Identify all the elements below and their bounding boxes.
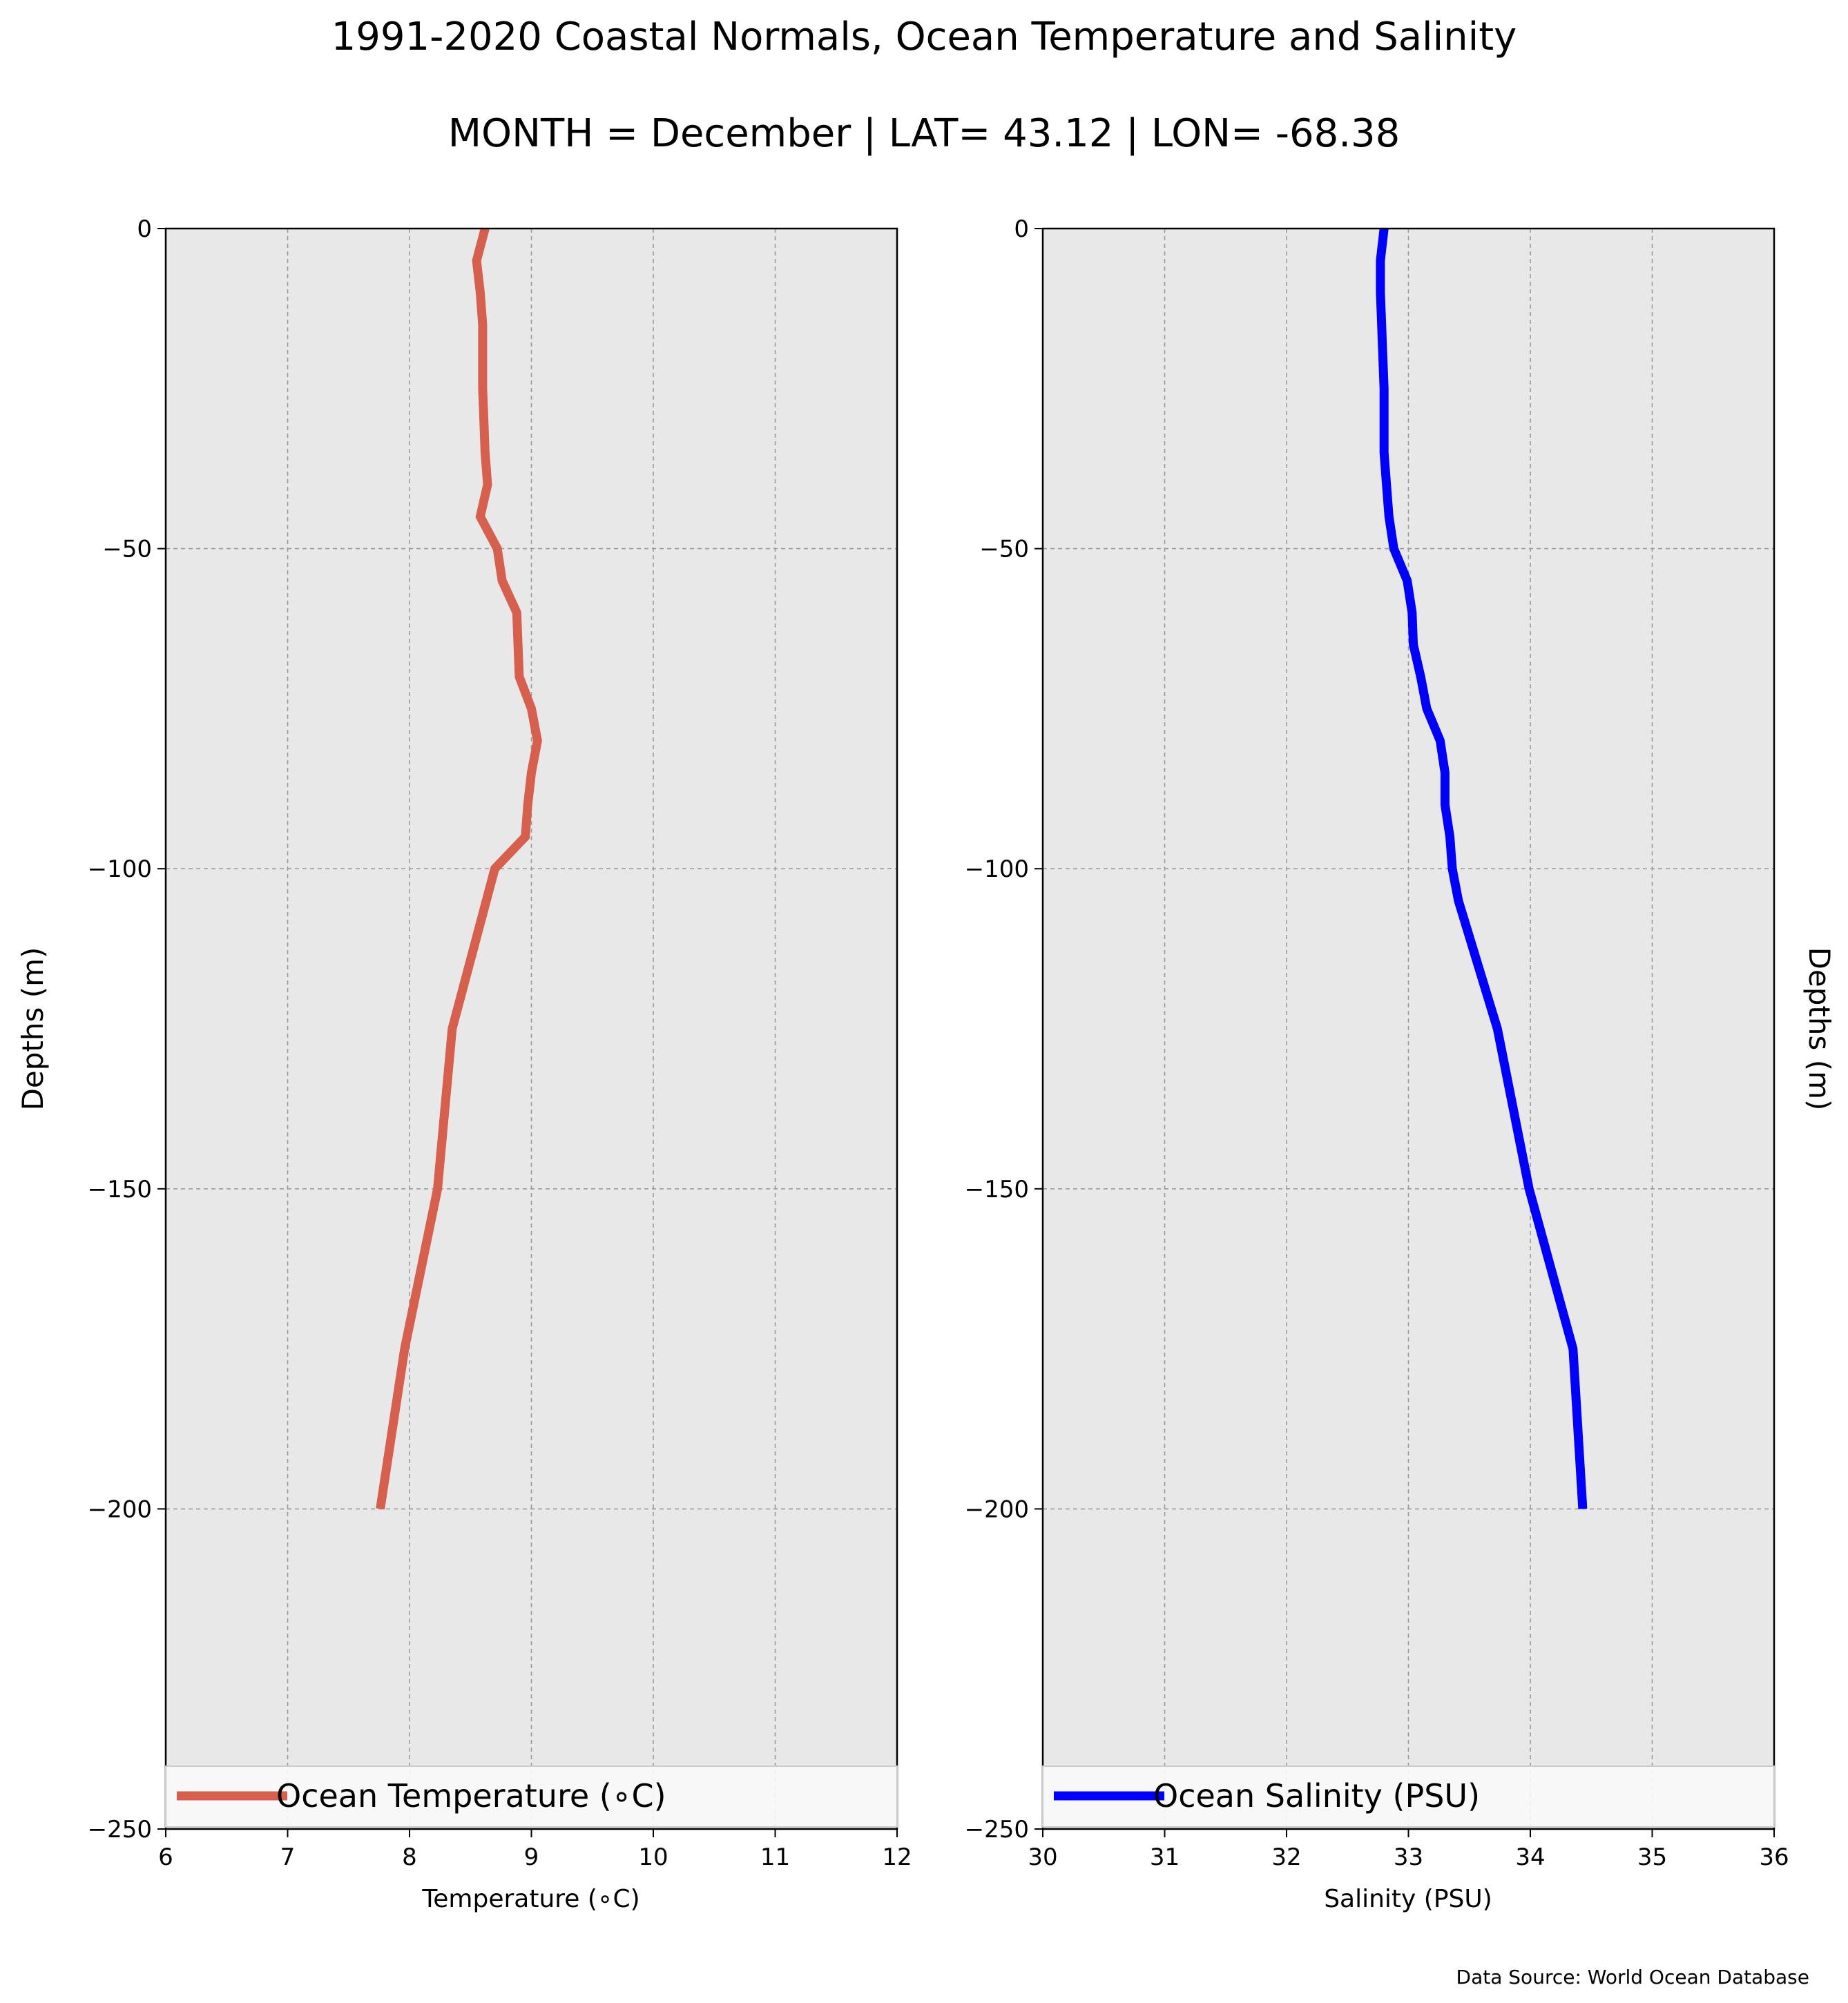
salinity-y-tick-label: −250 (965, 1816, 1029, 1844)
temperature-y-tick-label: 0 (137, 215, 152, 243)
temperature-x-tick-label: 11 (760, 1844, 790, 1871)
salinity-x-tick-label: 33 (1394, 1844, 1423, 1871)
temperature-grid (166, 229, 897, 1829)
salinity-y-tick-label: −150 (965, 1176, 1029, 1203)
temperature-series (376, 227, 542, 1510)
salinity-x-tick-label: 34 (1515, 1844, 1545, 1871)
salinity-legend-label: Ocean Salinity (PSU) (1153, 1777, 1480, 1815)
temperature-x-tick-label: 12 (882, 1844, 912, 1871)
salinity-y-tick-label: −200 (965, 1496, 1029, 1523)
temperature-x-ticks: 6 7 8 9 10 11 12 (158, 1829, 912, 1871)
temperature-panel: 6 7 8 9 10 11 12 0 −50 −100 −150 −200 −250 Temperat… (16, 215, 912, 1913)
temperature-x-tick-label: 6 (158, 1844, 173, 1871)
temperature-x-tick-label: 8 (402, 1844, 417, 1871)
temperature-legend-label: Ocean Temperature (∘C) (276, 1777, 666, 1815)
figure-subtitle: MONTH = December | LAT= 43.12 | LON= -68… (448, 111, 1401, 156)
temperature-y-tick-label: −150 (88, 1176, 152, 1203)
salinity-series (1376, 228, 1588, 1509)
salinity-x-tick-label: 32 (1271, 1844, 1301, 1871)
temperature-x-axis-label: Temperature (∘C) (421, 1885, 639, 1913)
salinity-x-tick-label: 31 (1150, 1844, 1180, 1871)
salinity-grid (1043, 229, 1774, 1829)
salinity-profile-line (1376, 228, 1588, 1509)
salinity-y-tick-label: 0 (1014, 215, 1029, 243)
salinity-legend: Ocean Salinity (PSU) (1042, 1765, 1775, 1828)
temperature-y-axis-label: Depths (m) (16, 947, 50, 1111)
temperature-y-tick-label: −100 (88, 855, 152, 883)
salinity-x-tick-label: 36 (1759, 1844, 1789, 1871)
salinity-x-tick-label: 35 (1637, 1844, 1667, 1871)
salinity-y-ticks: 0 −50 −100 −150 −200 −250 (965, 215, 1043, 1844)
data-source-note: Data Source: World Ocean Database (1456, 1966, 1809, 1989)
temperature-profile-line (376, 227, 542, 1510)
salinity-y-axis-label: Depths (m) (1802, 947, 1836, 1111)
temperature-y-ticks: 0 −50 −100 −150 −200 −250 (88, 215, 166, 1844)
temperature-y-tick-label: −250 (88, 1816, 152, 1844)
salinity-panel: 30 31 32 33 34 35 36 0 −50 −100 −150 −200 −250 Sali… (965, 215, 1836, 1913)
temperature-x-tick-label: 7 (280, 1844, 296, 1871)
temperature-x-tick-label: 10 (638, 1844, 668, 1871)
temperature-legend: Ocean Temperature (∘C) (165, 1765, 898, 1828)
temperature-y-tick-label: −200 (88, 1496, 152, 1523)
temperature-legend-box (165, 1765, 898, 1828)
temperature-y-tick-label: −50 (102, 536, 152, 563)
salinity-y-tick-label: −50 (979, 536, 1029, 563)
salinity-legend-box (1042, 1765, 1775, 1828)
salinity-x-ticks: 30 31 32 33 34 35 36 (1028, 1829, 1789, 1871)
figure-title: 1991-2020 Coastal Normals, Ocean Tempera… (331, 14, 1517, 59)
salinity-y-tick-label: −100 (965, 855, 1029, 883)
salinity-x-tick-label: 30 (1028, 1844, 1057, 1871)
salinity-x-axis-label: Salinity (PSU) (1324, 1885, 1492, 1913)
temperature-x-tick-label: 9 (524, 1844, 539, 1871)
